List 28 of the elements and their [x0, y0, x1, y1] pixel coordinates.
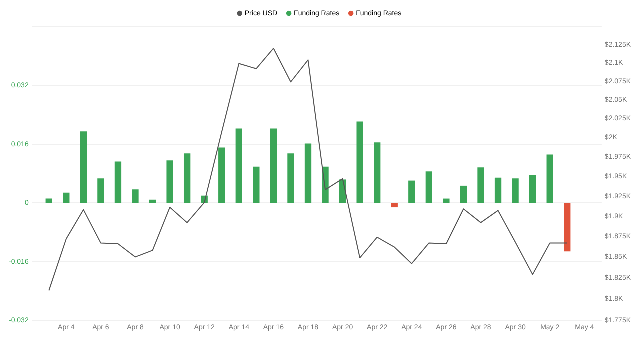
bar	[98, 178, 104, 203]
bar	[478, 168, 484, 203]
bar	[253, 166, 260, 203]
bar	[46, 198, 52, 203]
bar	[512, 178, 519, 203]
bar	[270, 128, 278, 203]
bar	[391, 203, 398, 208]
bar	[426, 172, 432, 203]
bar	[80, 132, 88, 203]
bar	[184, 154, 191, 203]
bar	[63, 192, 70, 203]
bar	[114, 162, 122, 203]
bar	[443, 198, 450, 203]
bar	[494, 178, 502, 203]
bar	[408, 180, 416, 203]
bar	[166, 160, 174, 203]
bar	[460, 186, 468, 203]
bar	[236, 128, 242, 203]
bar	[356, 122, 364, 203]
bar	[546, 154, 554, 203]
bar	[149, 200, 156, 203]
bar	[374, 142, 381, 203]
bar	[564, 203, 571, 252]
bar	[288, 154, 294, 203]
bar	[304, 144, 312, 203]
bar	[132, 190, 139, 203]
bar	[529, 174, 536, 203]
bar	[218, 148, 226, 203]
